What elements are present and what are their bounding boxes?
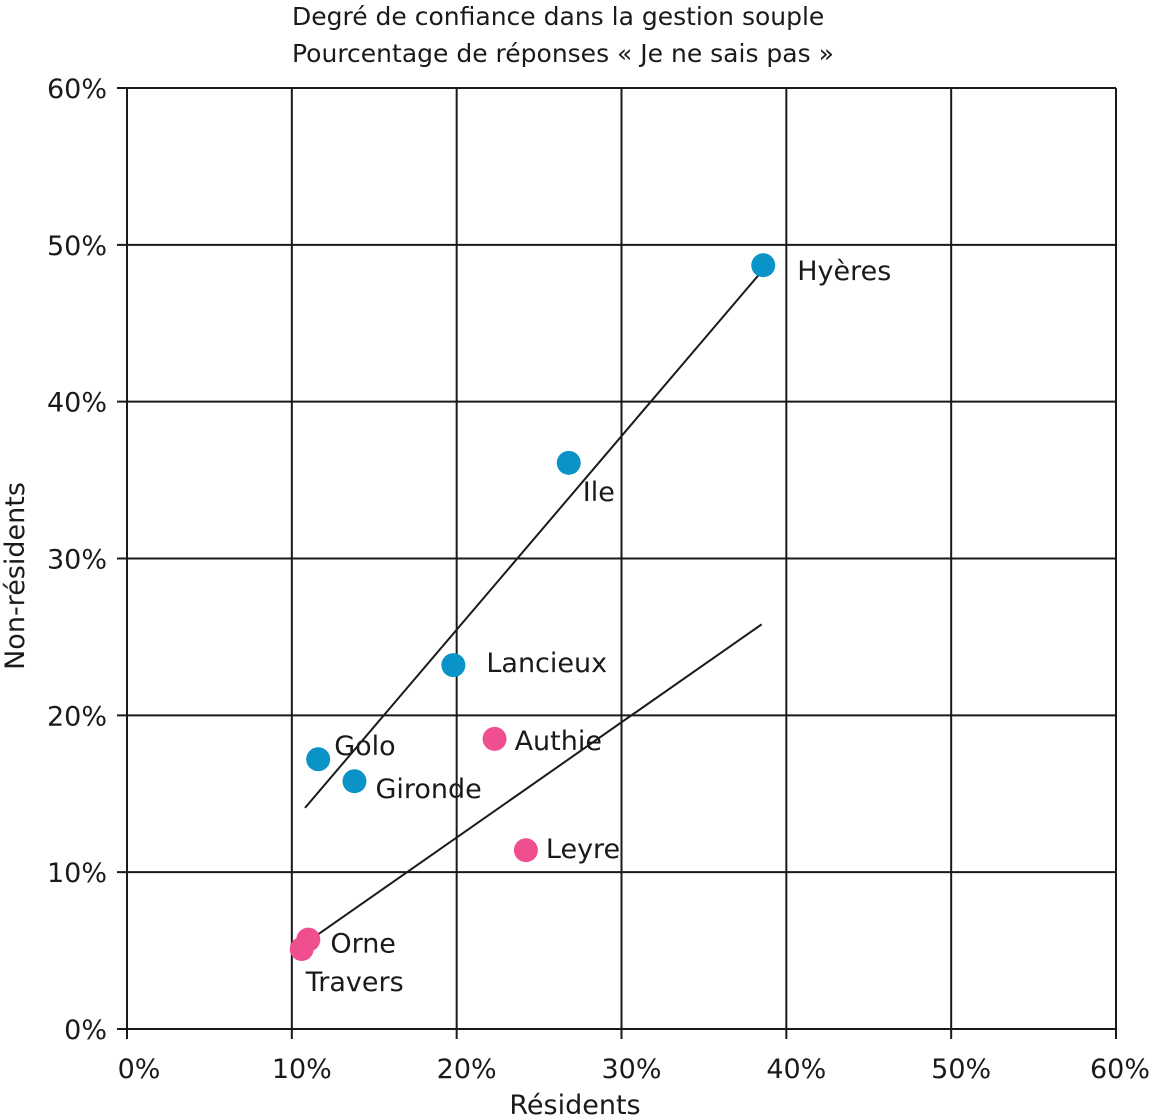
x-tick-label: 30% <box>601 1054 661 1085</box>
y-axis-label: Non-résidents <box>0 482 31 670</box>
x-tick-label: 10% <box>272 1054 332 1085</box>
point-label: Golo <box>334 731 395 762</box>
data-point <box>289 937 314 962</box>
y-tick-label: 30% <box>47 545 107 576</box>
y-tick-label: 40% <box>47 388 107 419</box>
data-point <box>482 726 507 751</box>
point-label: Travers <box>305 967 404 998</box>
grid <box>117 87 1117 1039</box>
point-label: Authie <box>515 726 602 757</box>
data-point <box>441 653 466 678</box>
point-label: Lancieux <box>486 648 607 679</box>
trendline <box>304 270 763 809</box>
trendline <box>307 623 763 942</box>
y-tick-label: 50% <box>47 231 107 262</box>
x-tick-label: 50% <box>931 1054 991 1085</box>
y-tick-label: 10% <box>47 858 107 889</box>
chart-title: Degré de confiance dans la gestion soupl… <box>292 2 824 31</box>
data-point <box>513 838 538 863</box>
point-label: Hyères <box>797 256 891 287</box>
x-tick-label: 40% <box>766 1054 826 1085</box>
data-point <box>556 450 581 475</box>
chart-subtitle: Pourcentage de réponses « Je ne sais pas… <box>292 39 834 68</box>
x-tick-label: 0% <box>118 1054 161 1085</box>
point-label: Gironde <box>375 774 481 805</box>
y-tick-label: 20% <box>47 701 107 732</box>
point-label: Ile <box>583 477 615 508</box>
point-labels: Hyères Ile Lancieux Golo Gironde Authie Leyre O… <box>305 256 892 998</box>
point-label: Orne <box>330 929 396 960</box>
x-axis-label: Résidents <box>509 1090 640 1118</box>
data-point <box>306 747 331 772</box>
x-tick-label: 60% <box>1090 1054 1150 1085</box>
x-axis-ticks: 0% 10% 20% 30% 40% 50% 60% <box>118 1054 1150 1085</box>
point-label: Leyre <box>546 834 620 865</box>
y-tick-label: 0% <box>64 1015 107 1046</box>
y-axis-ticks: 0% 10% 20% 30% 40% 50% 60% <box>47 74 107 1046</box>
data-points <box>289 253 776 962</box>
trendlines <box>304 270 763 942</box>
y-tick-label: 60% <box>47 74 107 105</box>
data-point <box>751 253 776 278</box>
data-point <box>342 769 367 794</box>
x-tick-label: 20% <box>437 1054 497 1085</box>
